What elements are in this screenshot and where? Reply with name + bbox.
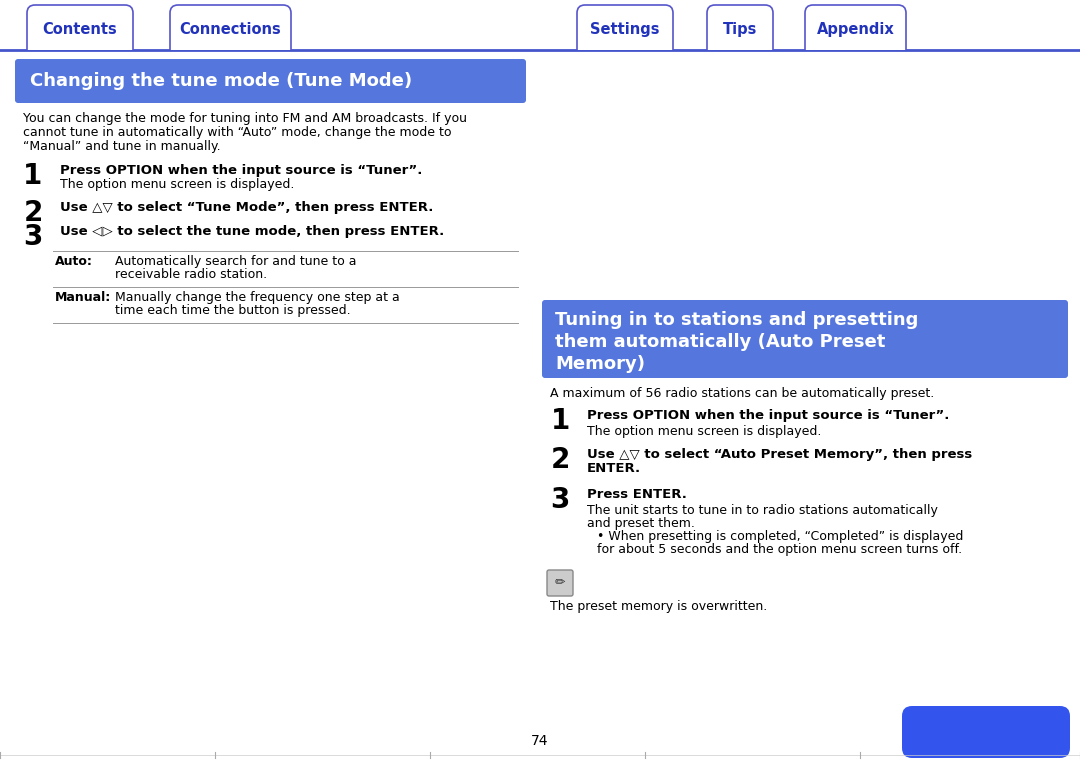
Text: Manual:: Manual: (55, 291, 111, 304)
Text: 3: 3 (24, 223, 43, 251)
PathPatch shape (27, 5, 133, 50)
Text: “Manual” and tune in manually.: “Manual” and tune in manually. (23, 140, 220, 153)
Text: • When presetting is completed, “Completed” is displayed: • When presetting is completed, “Complet… (597, 530, 963, 543)
Text: Connections: Connections (179, 22, 282, 37)
Text: 3: 3 (551, 486, 569, 514)
Text: Manually change the frequency one step at a: Manually change the frequency one step a… (114, 291, 400, 304)
Text: Press OPTION when the input source is “Tuner”.: Press OPTION when the input source is “T… (60, 164, 422, 177)
Text: Memory): Memory) (555, 355, 645, 373)
Text: Contents: Contents (42, 22, 118, 37)
Text: receivable radio station.: receivable radio station. (114, 268, 267, 281)
Text: ✏: ✏ (555, 577, 565, 590)
Text: Automatically search for and tune to a: Automatically search for and tune to a (114, 255, 356, 268)
FancyBboxPatch shape (902, 706, 1070, 758)
Text: The unit starts to tune in to radio stations automatically: The unit starts to tune in to radio stat… (588, 504, 937, 517)
Text: and preset them.: and preset them. (588, 517, 694, 530)
Text: Press OPTION when the input source is “Tuner”.: Press OPTION when the input source is “T… (588, 409, 949, 422)
PathPatch shape (707, 5, 773, 50)
Text: You can change the mode for tuning into FM and AM broadcasts. If you: You can change the mode for tuning into … (23, 112, 467, 125)
Text: The preset memory is overwritten.: The preset memory is overwritten. (550, 600, 767, 613)
Text: for about 5 seconds and the option menu screen turns off.: for about 5 seconds and the option menu … (597, 543, 962, 556)
PathPatch shape (577, 5, 673, 50)
FancyBboxPatch shape (546, 570, 573, 596)
Text: Appendix: Appendix (816, 22, 894, 37)
Text: Use △▽ to select “Auto Preset Memory”, then press: Use △▽ to select “Auto Preset Memory”, t… (588, 448, 972, 461)
FancyBboxPatch shape (542, 300, 1068, 378)
FancyBboxPatch shape (15, 59, 526, 103)
Text: Tuning in to stations and presetting: Tuning in to stations and presetting (555, 311, 918, 329)
Text: A maximum of 56 radio stations can be automatically preset.: A maximum of 56 radio stations can be au… (550, 387, 934, 400)
PathPatch shape (805, 5, 906, 50)
Text: Use ◁▷ to select the tune mode, then press ENTER.: Use ◁▷ to select the tune mode, then pre… (60, 225, 444, 238)
Text: them automatically (Auto Preset: them automatically (Auto Preset (555, 333, 886, 351)
Text: The option menu screen is displayed.: The option menu screen is displayed. (588, 425, 822, 438)
Text: time each time the button is pressed.: time each time the button is pressed. (114, 304, 351, 317)
Text: Changing the tune mode (Tune Mode): Changing the tune mode (Tune Mode) (30, 72, 413, 90)
Text: 1: 1 (24, 162, 42, 190)
Text: 2: 2 (551, 446, 569, 474)
Text: Settings: Settings (591, 22, 660, 37)
Text: The option menu screen is displayed.: The option menu screen is displayed. (60, 178, 295, 191)
Text: Auto:: Auto: (55, 255, 93, 268)
Text: Press ENTER.: Press ENTER. (588, 488, 687, 501)
Text: 2: 2 (24, 199, 43, 227)
Text: 1: 1 (551, 407, 569, 435)
Text: cannot tune in automatically with “Auto” mode, change the mode to: cannot tune in automatically with “Auto”… (23, 126, 451, 139)
Text: Use △▽ to select “Tune Mode”, then press ENTER.: Use △▽ to select “Tune Mode”, then press… (60, 201, 433, 214)
Text: Tips: Tips (723, 22, 757, 37)
Text: ENTER.: ENTER. (588, 462, 642, 475)
PathPatch shape (170, 5, 291, 50)
Text: 74: 74 (531, 734, 549, 748)
